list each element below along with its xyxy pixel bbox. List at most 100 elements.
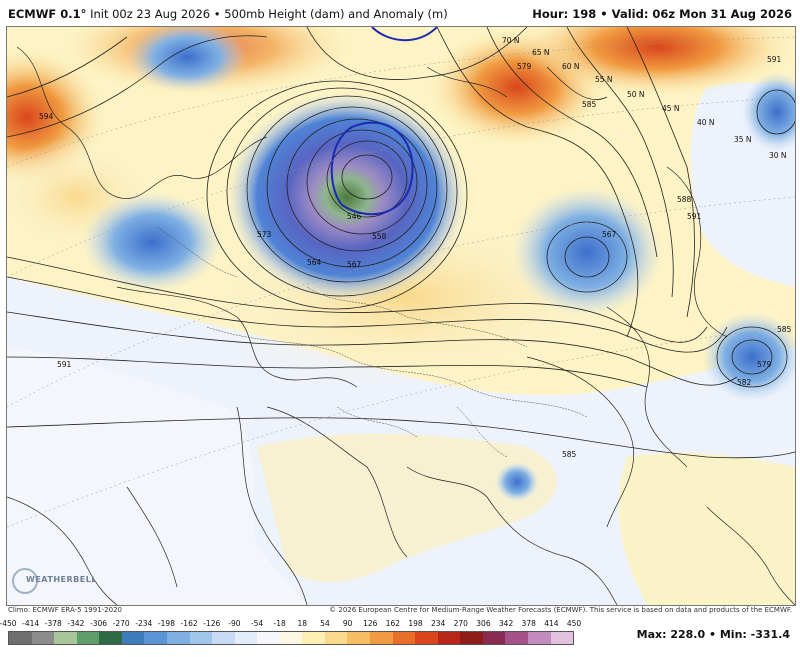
colorbar-swatch — [279, 632, 303, 644]
latitude-label-group: 70 N 65 N 60 N 55 N 50 N 45 N 40 N 35 N … — [502, 36, 787, 160]
init-time: Init 00z 23 Aug 2026 — [90, 7, 211, 21]
colorbar: -450 -414 -378 -342 -306 -270 -234 -198 -162 -126… — [0, 618, 581, 652]
colorbar-label: -414 — [22, 619, 40, 628]
colorbar-label: 234 — [430, 619, 446, 628]
colorbar-label: 126 — [363, 619, 378, 628]
colorbar-swatch — [144, 632, 167, 644]
colorbar-label: -54 — [250, 619, 264, 628]
colorbar-swatch — [9, 632, 32, 644]
colorbar-swatch — [437, 632, 461, 644]
colorbar-swatch — [166, 632, 190, 644]
lat-label: 55 N — [595, 75, 613, 84]
title-bullet: • — [213, 7, 221, 21]
contour-label: 582 — [737, 378, 752, 387]
contour-label: 579 — [757, 360, 772, 369]
colorbar-label: 342 — [498, 619, 514, 628]
lat-label: 60 N — [562, 62, 580, 71]
contour-label: 546 — [347, 212, 362, 221]
neutral-anomaly-west — [7, 347, 307, 605]
lat-label: 45 N — [662, 104, 680, 113]
contour-label: 567 — [602, 230, 617, 239]
logo-name: WEATHERBELL — [26, 575, 97, 584]
colorbar-labels: -450 -414 -378 -342 -306 -270 -234 -198 -162 -126… — [0, 618, 581, 630]
colorbar-swatch — [550, 632, 574, 644]
weatherbell-logo: WEATHERBELL — [12, 568, 96, 594]
weather-map[interactable]: 594 591 585 582 579 585 591 564 567 558 … — [6, 26, 796, 606]
colorbar-swatch — [99, 632, 122, 644]
colorbar-label: 414 — [544, 619, 559, 628]
contour-label-group: 594 591 585 582 579 585 591 564 567 558 … — [39, 55, 792, 459]
height-contours — [7, 27, 795, 459]
warm-anomaly-arctic-east — [517, 27, 795, 97]
contour-label: 558 — [372, 232, 387, 241]
low-pressure-center-icon — [330, 121, 414, 216]
max-value: Max: 228.0 — [636, 628, 706, 641]
colorbar-swatch — [482, 632, 506, 644]
colorbar-label: 198 — [408, 619, 423, 628]
colorbar-swatch — [121, 632, 145, 644]
cold-anomaly-north — [127, 27, 247, 92]
colorbar-label: 18 — [297, 619, 308, 628]
graticule — [7, 36, 795, 528]
max-min-readout: Max: 228.0 • Min: -331.4 — [637, 628, 790, 641]
colorbar-swatch — [257, 632, 280, 644]
colorbar-label: -198 — [157, 619, 175, 628]
lat-label: 65 N — [532, 48, 550, 57]
colorbar-swatches — [8, 631, 574, 645]
title-right: Hour: 198 • Valid: 06z Mon 31 Aug 2026 — [532, 7, 792, 21]
colorbar-label: -234 — [135, 619, 153, 628]
colorbar-label: -450 — [0, 619, 17, 628]
colorbar-swatch — [212, 632, 235, 644]
title-bar: ECMWF 0.1° Init 00z 23 Aug 2026 • 500mb … — [0, 0, 800, 26]
cold-anomaly-bering — [742, 72, 795, 152]
title-bullet-2: • — [600, 7, 608, 21]
cold-anomaly-west — [82, 192, 222, 292]
colorbar-label: 378 — [521, 619, 536, 628]
colorbar-swatch — [347, 632, 370, 644]
field-name: 500mb Height (dam) and Anomaly (m) — [224, 7, 448, 21]
valid-time: Valid: 06z Mon 31 Aug 2026 — [611, 7, 792, 21]
contour-label: 591 — [57, 360, 72, 369]
colorbar-swatch — [189, 632, 213, 644]
colorbar-swatch — [31, 632, 55, 644]
coastlines — [7, 46, 795, 605]
colorbar-swatch — [324, 632, 348, 644]
colorbar-label: 270 — [453, 619, 468, 628]
colorbar-label: 54 — [320, 619, 330, 628]
max-min-sep: • — [708, 628, 717, 641]
colorbar-swatch — [234, 632, 258, 644]
colorbar-label: -162 — [180, 619, 198, 628]
colorbar-swatch — [302, 632, 325, 644]
model-name: ECMWF 0.1° — [8, 7, 87, 21]
colorbar-label: 450 — [566, 619, 582, 628]
colorbar-label: -90 — [228, 619, 241, 628]
colorbar-label: 162 — [385, 619, 401, 628]
contour-label: 585 — [582, 100, 597, 109]
colorbar-swatch — [527, 632, 551, 644]
contour-label: 567 — [347, 260, 362, 269]
colorbar-swatch — [370, 632, 393, 644]
colorbar-label: 306 — [476, 619, 491, 628]
logo-ring-icon — [12, 568, 38, 594]
lat-label: 40 N — [697, 118, 715, 127]
contour-label: 591 — [767, 55, 782, 64]
colorbar-swatch — [460, 632, 483, 644]
colorbar-swatch — [54, 632, 77, 644]
contour-label: 564 — [307, 258, 322, 267]
colorbar-label: -342 — [67, 619, 85, 628]
colorbar-label: 90 — [342, 619, 353, 628]
colorbar-label: -378 — [44, 619, 62, 628]
colorbar-swatch — [76, 632, 100, 644]
contour-label: 579 — [517, 62, 532, 71]
cold-anomaly-indochina — [495, 462, 539, 502]
colorbar-label: -18 — [273, 619, 286, 628]
contour-label: 585 — [777, 325, 792, 334]
colorbar-swatch — [392, 632, 416, 644]
cold-anomaly-pacific — [702, 312, 795, 402]
colorbar-swatch — [505, 632, 528, 644]
yellow-anomaly-pacific-south — [618, 452, 795, 605]
contour-label: 591 — [687, 212, 702, 221]
contour-label: 588 — [677, 195, 692, 204]
contour-label: 585 — [562, 450, 577, 459]
lat-label: 70 N — [502, 36, 520, 45]
